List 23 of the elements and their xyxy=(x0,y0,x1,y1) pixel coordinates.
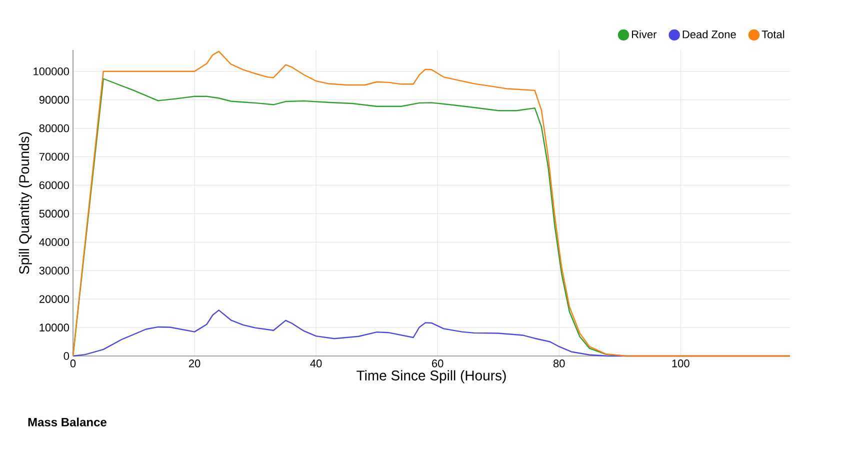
legend-label: Dead Zone xyxy=(682,30,736,38)
y-tick-label: 80000 xyxy=(39,124,70,132)
x-tick-label: 40 xyxy=(310,360,322,368)
y-axis-title: Spill Quantity (Pounds) xyxy=(18,132,32,274)
x-tick-label: 80 xyxy=(553,360,565,368)
y-tick-label: 50000 xyxy=(39,210,70,218)
x-axis-title: Time Since Spill (Hours) xyxy=(356,370,506,384)
y-tick-label: 30000 xyxy=(39,266,70,275)
legend-label: Total xyxy=(762,30,784,38)
x-tick-label: 0 xyxy=(70,360,76,368)
y-tick-label: 90000 xyxy=(39,96,70,104)
y-tick-label: 70000 xyxy=(39,152,70,161)
y-tick-label: 100000 xyxy=(34,67,70,76)
x-tick-label: 20 xyxy=(188,360,200,368)
text: Mass Balance xyxy=(28,418,106,426)
y-tick-label: 60000 xyxy=(39,181,70,190)
y-tick-label: 20000 xyxy=(39,295,70,303)
legend-label: River xyxy=(632,30,657,38)
x-tick-label: 100 xyxy=(672,360,690,368)
y-tick-label: 40000 xyxy=(39,238,70,246)
y-tick-label: 0 xyxy=(64,352,70,360)
x-tick-label: 60 xyxy=(432,360,444,368)
y-tick-label: 10000 xyxy=(40,324,70,332)
